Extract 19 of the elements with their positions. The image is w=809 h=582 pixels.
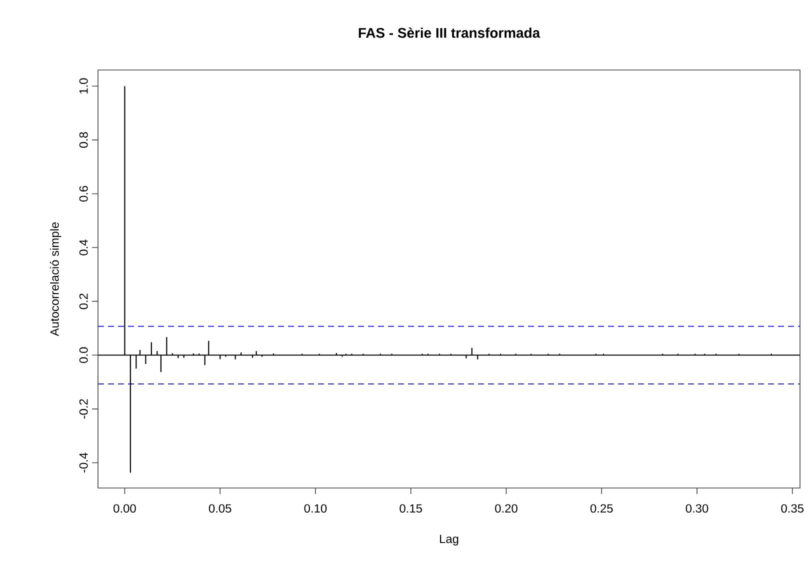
y-tick-label: 0.4 — [79, 240, 88, 256]
y-tick-label: 0.0 — [79, 347, 88, 363]
chart-title: FAS - Sèrie III transformada — [358, 27, 540, 38]
x-tick-label: 0.10 — [304, 504, 327, 513]
y-tick-label: 1.0 — [79, 78, 88, 94]
y-tick-label: -0.2 — [79, 399, 88, 419]
y-tick-label: -0.4 — [79, 452, 88, 472]
x-tick-label: 0.15 — [400, 504, 422, 513]
x-tick-label: 0.25 — [590, 504, 613, 513]
y-tick-label: 0.8 — [79, 132, 88, 148]
x-axis-title: Lag — [440, 534, 458, 546]
x-tick-label: 0.30 — [686, 504, 708, 513]
x-tick-label: 0.20 — [495, 504, 518, 513]
x-tick-label: 0.35 — [781, 504, 804, 513]
y-tick-label: 0.6 — [79, 186, 88, 202]
x-tick-label: 0.05 — [208, 504, 232, 513]
y-axis-title: Autocorrelació simple — [50, 222, 62, 336]
x-tick-label: 0.00 — [114, 504, 136, 513]
y-tick-label: 0.2 — [79, 294, 88, 310]
